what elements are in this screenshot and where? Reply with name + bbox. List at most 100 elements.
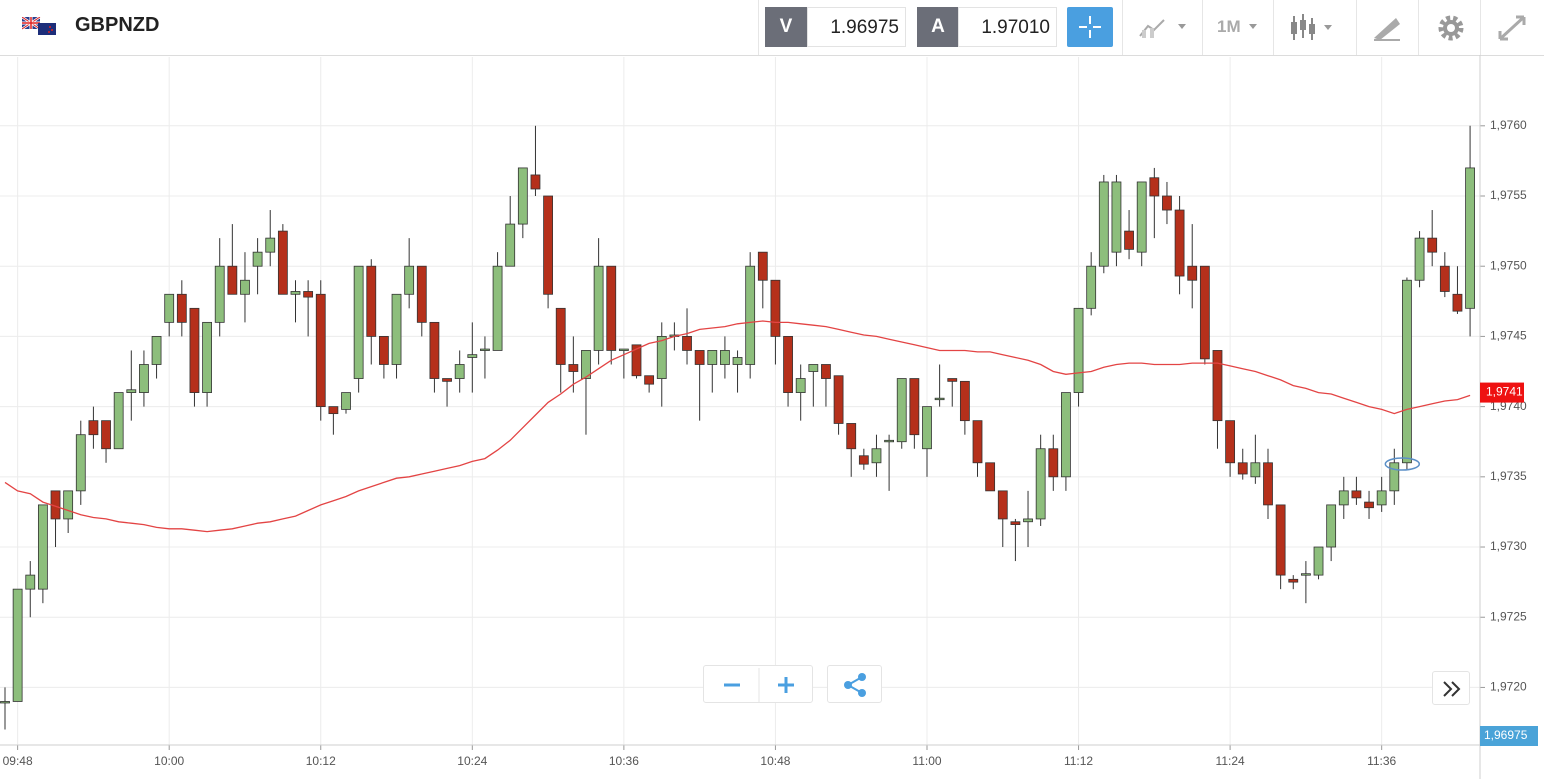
- flag-icon: [22, 17, 56, 35]
- candle: [1326, 504, 1337, 562]
- candle: [126, 350, 137, 421]
- candle: [1149, 167, 1160, 239]
- y-tick-label: 1,9760: [1490, 118, 1527, 132]
- candle: [1136, 181, 1147, 267]
- buy-price[interactable]: 1.97010: [958, 7, 1057, 47]
- candle-body: [1086, 265, 1097, 309]
- x-tick-label: 09:48: [3, 754, 33, 768]
- zoom-controls: [703, 665, 813, 703]
- y-tick-label: 1,9725: [1490, 609, 1527, 623]
- candle: [1313, 546, 1324, 580]
- candle-body: [896, 378, 907, 443]
- candle-body: [707, 350, 718, 365]
- candle: [303, 280, 314, 337]
- candle-body: [1237, 462, 1248, 475]
- candle: [682, 308, 692, 365]
- candle: [896, 378, 907, 449]
- candle-body: [290, 291, 301, 295]
- candle: [139, 350, 149, 407]
- candle-body: [315, 293, 326, 408]
- candle: [1376, 476, 1387, 512]
- candle: [227, 224, 238, 295]
- candle: [101, 420, 111, 463]
- candle-body: [454, 364, 465, 379]
- candle-body: [922, 406, 932, 450]
- fullscreen-button[interactable]: [1496, 13, 1528, 43]
- candle-body: [1427, 237, 1438, 253]
- settings-button[interactable]: [1436, 13, 1466, 43]
- candle: [1275, 504, 1286, 590]
- candle-body: [189, 307, 200, 393]
- candle-body: [1111, 181, 1122, 253]
- candle-body: [75, 434, 86, 492]
- candle: [176, 280, 187, 337]
- candle: [922, 406, 932, 477]
- candle-body: [985, 462, 996, 492]
- scroll-end-button[interactable]: [1432, 671, 1470, 705]
- candle-body: [492, 265, 503, 351]
- candle: [75, 420, 86, 505]
- candle: [492, 252, 503, 351]
- candle-body: [12, 588, 23, 702]
- chart-type-button[interactable]: [1288, 12, 1343, 44]
- candle-body: [0, 701, 10, 704]
- candle: [1414, 231, 1425, 288]
- candle: [1225, 420, 1236, 477]
- candle-body: [1023, 518, 1033, 523]
- candle: [442, 378, 452, 407]
- candle: [593, 238, 604, 365]
- candle-body: [530, 174, 541, 190]
- candle-body: [1149, 177, 1160, 197]
- candle: [0, 687, 10, 730]
- candle: [985, 462, 996, 492]
- candle: [543, 195, 553, 309]
- indicator-button[interactable]: [1138, 14, 1193, 42]
- candle-body: [303, 291, 314, 298]
- candle: [1086, 252, 1097, 316]
- draw-button[interactable]: [1372, 14, 1402, 42]
- share-button[interactable]: [827, 665, 882, 703]
- candle-body: [467, 354, 478, 358]
- candle-body: [555, 307, 566, 365]
- buy-button[interactable]: A: [917, 7, 959, 47]
- bid-price-tag: [1480, 726, 1538, 746]
- candle: [1098, 174, 1109, 274]
- candle-body: [1338, 490, 1349, 506]
- candle: [1199, 265, 1210, 365]
- candle-body: [517, 167, 528, 225]
- candle: [1111, 174, 1122, 267]
- timeframe-button[interactable]: 1M: [1217, 17, 1241, 36]
- candle: [1124, 210, 1134, 260]
- sell-button[interactable]: V: [765, 7, 807, 47]
- sell-price[interactable]: 1.96975: [807, 7, 906, 47]
- candle-body: [593, 265, 604, 351]
- candle: [846, 423, 857, 477]
- candle: [871, 434, 882, 477]
- candle: [530, 125, 541, 197]
- crosshair-button[interactable]: [1067, 7, 1113, 47]
- candle-body: [757, 251, 768, 281]
- candle: [328, 406, 339, 435]
- candle: [568, 336, 579, 393]
- candle: [467, 322, 478, 393]
- candle: [12, 588, 23, 702]
- candle: [1364, 490, 1374, 519]
- candle: [720, 336, 730, 379]
- candle-body: [947, 378, 958, 382]
- candle-body: [1300, 573, 1311, 576]
- candle: [63, 490, 74, 533]
- candle-body: [1414, 237, 1425, 281]
- candle-body: [1162, 195, 1172, 211]
- candle-body: [416, 265, 427, 323]
- candle-body: [656, 336, 667, 379]
- candle: [1048, 434, 1059, 491]
- candle: [315, 280, 326, 421]
- candle-body: [353, 265, 364, 379]
- candle-body: [227, 265, 238, 295]
- candle-body: [1288, 578, 1299, 583]
- candle-body: [833, 375, 844, 424]
- candle-body: [164, 293, 175, 323]
- candle: [37, 504, 48, 604]
- candle: [1162, 181, 1172, 225]
- candle-body: [1174, 209, 1185, 277]
